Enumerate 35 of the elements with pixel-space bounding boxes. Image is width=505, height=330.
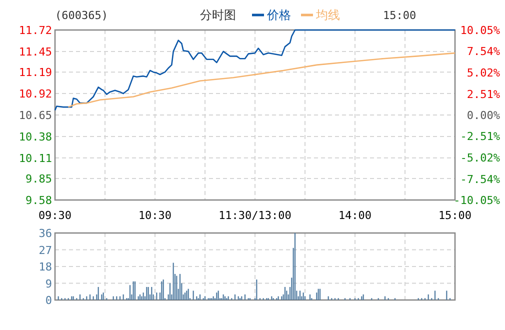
text: 15:00 bbox=[383, 9, 416, 22]
y-tick-label: 36 bbox=[38, 227, 52, 240]
y-tick-label: 27 bbox=[38, 244, 52, 257]
y2-tick-label: 7.54% bbox=[466, 45, 500, 58]
y-tick-label: 11.45 bbox=[18, 45, 52, 58]
y2-tick-label: 2.51% bbox=[466, 88, 500, 101]
y-tick-label: 9.58 bbox=[26, 194, 52, 207]
y2-tick-label: -2.51% bbox=[460, 130, 500, 144]
legend-label: 均线 bbox=[315, 8, 340, 22]
y-tick-label: 18 bbox=[38, 260, 52, 274]
y-tick-label: 11.72 bbox=[18, 24, 52, 37]
y-tick-label: 9 bbox=[45, 277, 52, 290]
y-tick-label: 10.65 bbox=[18, 109, 52, 122]
y2-tick-label: 0.00% bbox=[466, 109, 500, 122]
y-tick-label: 10.92 bbox=[18, 88, 52, 101]
y-tick-label: 10.11 bbox=[18, 152, 52, 165]
x-tick-label: 10:30 bbox=[138, 209, 172, 222]
x-tick-label: 15:00 bbox=[438, 209, 472, 222]
line-series bbox=[68, 52, 456, 108]
y2-tick-label: 5.02% bbox=[466, 66, 500, 80]
y2-tick-label: -10.05% bbox=[454, 194, 500, 207]
x-tick-label: 09:30 bbox=[38, 209, 72, 222]
y-tick-label: 10.38 bbox=[18, 130, 52, 144]
chart-subtitle: 分时图 bbox=[200, 8, 236, 22]
x-tick-label: 14:00 bbox=[338, 209, 372, 222]
legend-label: 价格 bbox=[266, 8, 291, 22]
y2-tick-label: 10.05% bbox=[460, 24, 500, 37]
y-tick-label: 11.19 bbox=[18, 66, 52, 80]
y-tick-label: 9.85 bbox=[26, 172, 52, 186]
y2-tick-label: -7.54% bbox=[460, 172, 500, 186]
y2-tick-label: -5.02% bbox=[460, 151, 500, 164]
chart-title: (600365) bbox=[55, 9, 108, 22]
x-tick-label: 11:30/13:00 bbox=[218, 209, 292, 222]
line-series bbox=[54, 29, 456, 111]
y-tick-label: 0 bbox=[45, 294, 52, 307]
